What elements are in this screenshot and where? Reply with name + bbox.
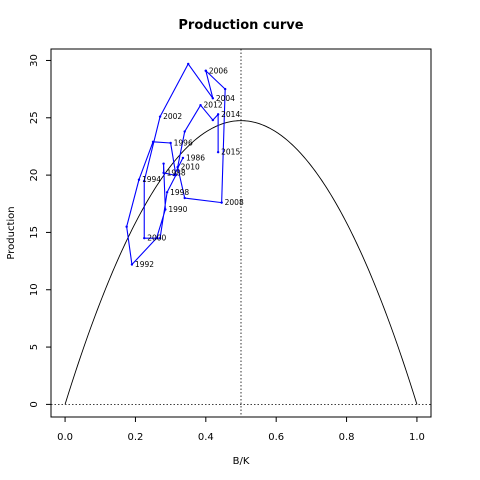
trajectory-point — [158, 236, 162, 240]
year-label-2006: 2006 — [209, 66, 228, 75]
trajectory-point — [174, 173, 178, 177]
plot-border — [50, 48, 432, 418]
trajectory-point — [216, 113, 220, 116]
trajectory-point — [187, 62, 190, 66]
trajectory-point — [165, 191, 169, 194]
trajectory-point — [151, 140, 155, 144]
trajectory-point — [143, 179, 146, 183]
year-label-1996: 1996 — [174, 139, 193, 148]
production-curve-line — [64, 120, 418, 405]
y-tick-label: 10 — [29, 283, 40, 296]
x-tick-label: 0.4 — [198, 432, 214, 443]
trajectory-point — [137, 178, 141, 181]
y-tick-label: 5 — [29, 344, 40, 350]
y-tick-label: 25 — [29, 111, 40, 124]
trajectory-point — [158, 115, 162, 118]
year-label-2000: 2000 — [147, 234, 166, 243]
trajectory-point — [164, 208, 167, 211]
year-label-1986: 1986 — [186, 153, 205, 162]
y-axis-label: Production — [6, 206, 17, 259]
year-label-2004: 2004 — [216, 94, 235, 103]
trajectory-point — [216, 150, 220, 154]
x-axis-label: B/K — [233, 456, 250, 467]
year-label-2002: 2002 — [163, 112, 182, 121]
trajectory-point — [199, 103, 202, 107]
year-label-2010: 2010 — [181, 163, 200, 172]
y-tick-label: 15 — [29, 226, 40, 239]
trajectory-point — [169, 141, 172, 145]
trajectory-point — [143, 236, 146, 240]
trajectory-point — [130, 263, 134, 266]
year-label-2008: 2008 — [225, 198, 244, 207]
chart-title: Production curve — [178, 18, 303, 33]
year-label-1998: 1998 — [170, 188, 189, 197]
y-tick-label: 0 — [29, 401, 40, 407]
trajectory-point — [162, 162, 165, 165]
trajectory-point — [172, 173, 176, 177]
y-tick-label: 30 — [29, 54, 40, 67]
trajectory-point — [125, 225, 128, 228]
year-label-2015: 2015 — [221, 148, 240, 157]
trajectory-point — [211, 118, 215, 122]
trajectory-point — [183, 196, 186, 200]
x-tick-label: 0.8 — [339, 432, 355, 443]
x-tick-label: 0.0 — [57, 432, 73, 443]
trajectory-point — [162, 171, 165, 175]
y-tick-label: 20 — [29, 169, 40, 182]
trajectory-point — [223, 87, 227, 91]
trajectory-point — [181, 156, 185, 160]
x-tick-label: 0.2 — [127, 432, 143, 443]
trajectory-point — [204, 69, 208, 72]
year-label-2012: 2012 — [204, 101, 223, 110]
year-label-1988: 1988 — [167, 168, 186, 177]
trajectory-point — [211, 97, 215, 100]
trajectory-point — [155, 236, 158, 240]
year-label-2014: 2014 — [221, 110, 240, 119]
x-tick-label: 0.6 — [268, 432, 284, 443]
trajectory-point — [183, 130, 186, 133]
year-label-1992: 1992 — [135, 260, 154, 269]
year-label-1994: 1994 — [142, 175, 161, 184]
trajectory-point — [220, 201, 223, 204]
x-tick-label: 1.0 — [409, 432, 425, 443]
year-label-1990: 1990 — [168, 205, 187, 214]
trajectory-point — [176, 165, 179, 169]
